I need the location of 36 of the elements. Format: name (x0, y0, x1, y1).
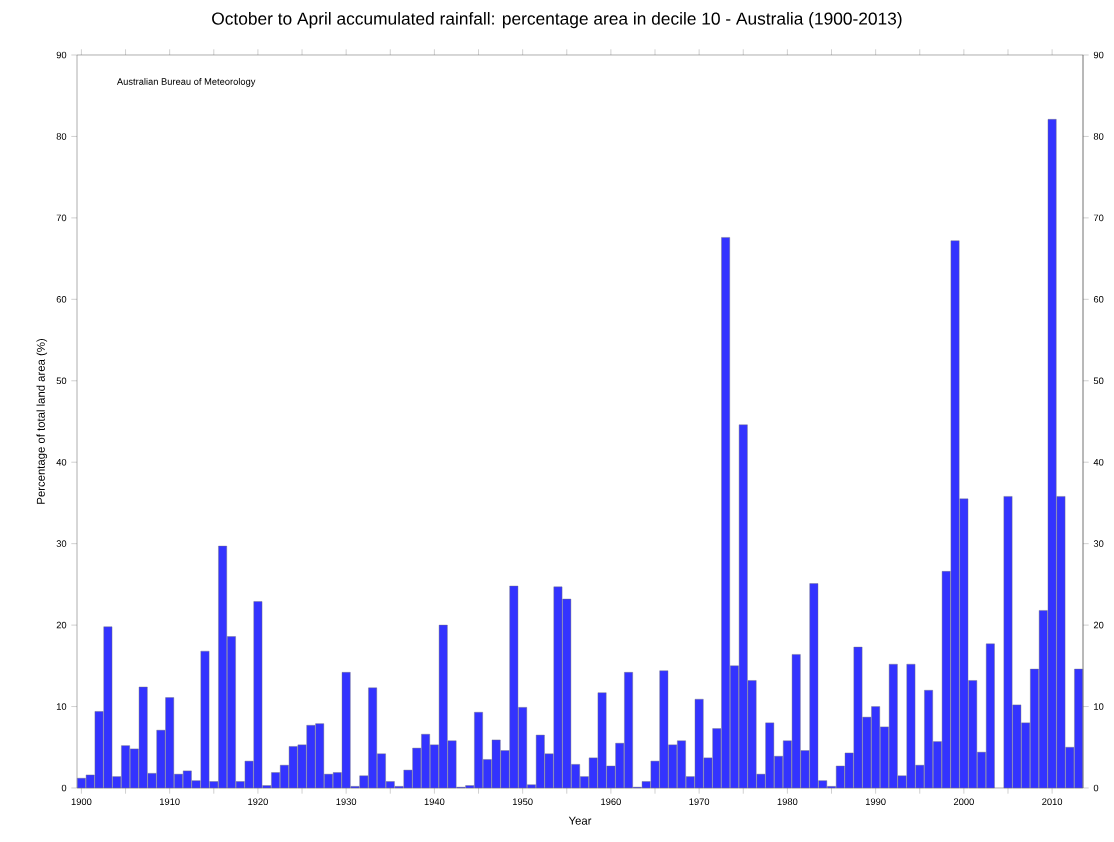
x-tick-label: 1960 (601, 798, 621, 805)
x-tick-label: 1990 (865, 798, 886, 805)
y-axis-title: Percentage of total land area (%) (36, 339, 48, 504)
x-tick-label: 1950 (512, 798, 533, 805)
annotation: Australian Bureau of Meteorology (116, 78, 256, 87)
x-tick-label: 2010 (1042, 798, 1063, 805)
y-tick-label: 0 (61, 784, 67, 792)
y-tick-label: 70 (56, 214, 67, 222)
x-tick-label: 2000 (953, 798, 974, 805)
y2-tick-label: 50 (1093, 377, 1104, 385)
y2-tick-label: 40 (1093, 458, 1104, 466)
x-tick-label: 1910 (160, 798, 180, 805)
x-tick-label: 1980 (777, 798, 798, 805)
y2-tick-label: 10 (1094, 703, 1104, 710)
y-tick-label: 50 (56, 377, 67, 385)
y-tick-label: 60 (56, 296, 67, 303)
y-tick-label: 40 (56, 458, 67, 466)
y-tick-label: 90 (56, 51, 67, 59)
x-axis-title: Year (568, 816, 592, 825)
y2-tick-label: 80 (1093, 133, 1104, 140)
y2-tick-label: 70 (1093, 214, 1104, 222)
y2-tick-label: 0 (1093, 784, 1099, 792)
x-tick-label: 1970 (689, 798, 710, 805)
x-tick-label: 1920 (248, 798, 268, 805)
chart-title: October to April accumulated rainfall: percentage area in decile 10 - Australia (1900-2013) (212, 12, 902, 29)
y-tick-label: 20 (56, 621, 67, 629)
x-tick-label: 1940 (424, 798, 445, 805)
y-tick-label: 80 (56, 133, 67, 140)
y2-tick-label: 90 (1093, 51, 1104, 59)
y-tick-label: 30 (56, 540, 67, 547)
y2-tick-label: 30 (1093, 540, 1104, 547)
y-tick-label: 10 (56, 703, 67, 710)
y2-tick-label: 20 (1093, 621, 1104, 629)
x-tick-label: 1930 (336, 798, 357, 805)
x-tick-label: 1900 (71, 798, 92, 805)
y2-tick-label: 60 (1093, 296, 1104, 303)
